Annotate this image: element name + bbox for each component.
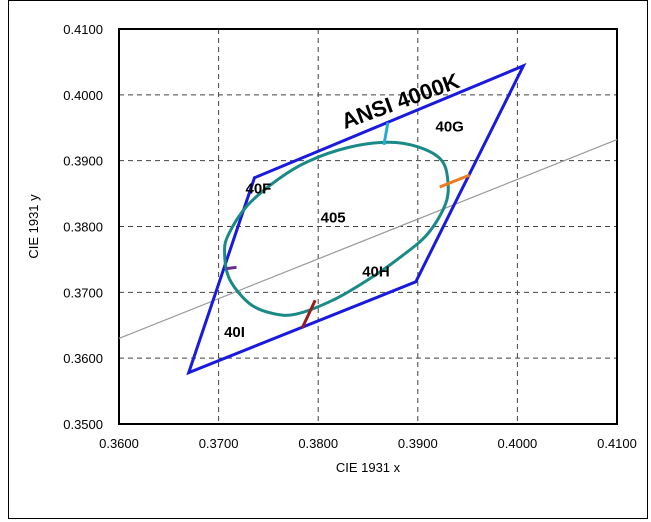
x-tick-labels: 0.3600 0.3700 0.3800 0.3900 0.4000 0.4100 bbox=[99, 436, 637, 451]
x-tick-label: 0.4000 bbox=[498, 436, 538, 451]
connector-segment bbox=[226, 265, 237, 271]
x-tick-label: 0.3700 bbox=[199, 436, 239, 451]
y-axis-title: CIE 1931 y bbox=[26, 194, 41, 259]
x-tick-label: 0.4100 bbox=[597, 436, 637, 451]
y-tick-label: 0.3600 bbox=[63, 351, 103, 366]
x-tick-label: 0.3600 bbox=[99, 436, 139, 451]
x-tick-label: 0.3800 bbox=[298, 436, 338, 451]
annotation-label: 40F bbox=[246, 181, 272, 198]
annotation-label: 405 bbox=[321, 210, 346, 227]
y-tick-label: 0.3800 bbox=[63, 220, 103, 235]
y-tick-label: 0.3700 bbox=[63, 285, 103, 300]
y-tick-label: 0.3900 bbox=[63, 154, 103, 169]
annotation-label: 40H bbox=[362, 264, 390, 281]
y-tick-label: 0.3500 bbox=[63, 417, 103, 432]
connector-segment bbox=[439, 173, 471, 189]
ellipse-405 bbox=[223, 140, 450, 317]
plot-area-border bbox=[118, 28, 618, 425]
y-tick-label: 0.4100 bbox=[63, 22, 103, 37]
ansi-4000k-quadrangle bbox=[186, 62, 527, 376]
grid bbox=[119, 29, 617, 424]
y-tick-label: 0.4000 bbox=[63, 88, 103, 103]
series-layer bbox=[118, 62, 618, 376]
connector-segment bbox=[382, 122, 390, 146]
blackbody-locus-line bbox=[118, 139, 618, 339]
chart-frame bbox=[8, 0, 648, 519]
x-axis-title: CIE 1931 x bbox=[336, 460, 401, 475]
annotation-label: 40G bbox=[435, 119, 463, 136]
x-tick-label: 0.3900 bbox=[398, 436, 438, 451]
annotation-label: 40I bbox=[224, 324, 245, 341]
connector-segment bbox=[300, 299, 317, 329]
y-tick-labels: 0.3500 0.3600 0.3700 0.3800 0.3900 0.4000 0.41… bbox=[63, 22, 103, 432]
